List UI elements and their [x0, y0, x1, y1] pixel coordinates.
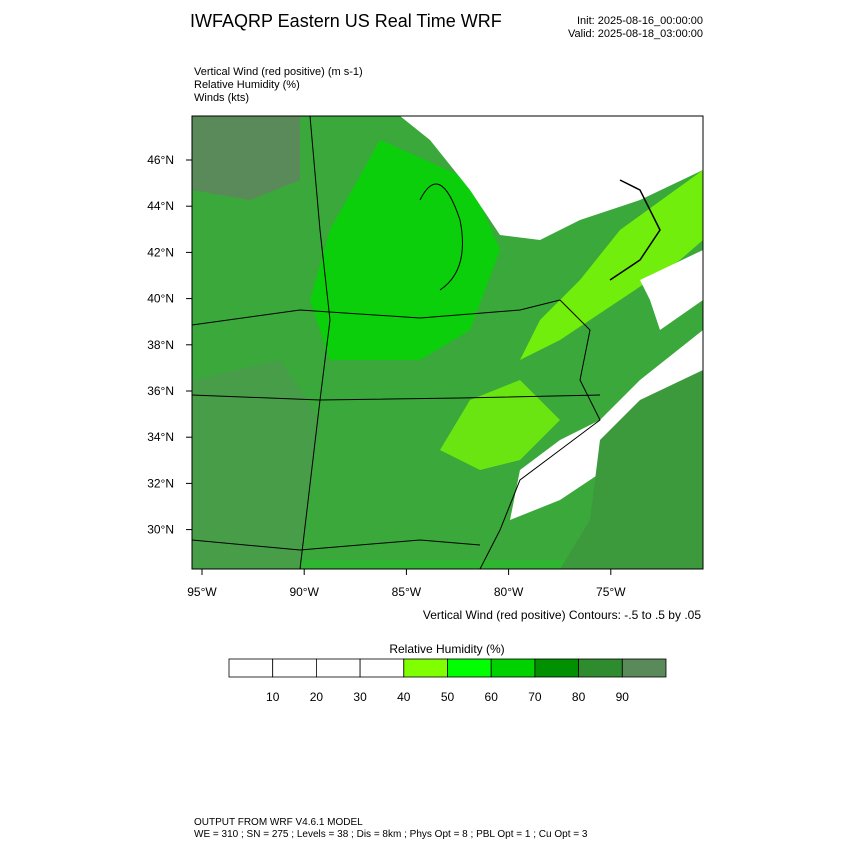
colorbar-label: 30 — [353, 690, 367, 704]
lat-label: 34°N — [147, 430, 174, 444]
colorbar-box — [578, 658, 623, 678]
valid-time: Valid: 2025-08-18_03:00:00 — [568, 28, 703, 40]
colorbar-label: 10 — [266, 690, 280, 704]
colorbar-box — [315, 658, 361, 678]
colorbar-title: Relative Humidity (%) — [389, 642, 504, 656]
colorbar-box — [403, 658, 448, 678]
colorbar-label: 80 — [572, 690, 586, 704]
lat-label: 42°N — [147, 245, 174, 259]
field-label: Vertical Wind (red positive) (m s-1) — [194, 66, 363, 78]
lon-label: 95°W — [187, 585, 217, 599]
colorbar-label: 90 — [616, 690, 630, 704]
lat-label: 36°N — [147, 384, 174, 398]
colorbar-box — [228, 658, 274, 678]
field-label: Winds (kts) — [194, 92, 249, 104]
colorbar-box — [447, 658, 492, 678]
colorbar: 10 20 30 40 50 60 70 80 90 — [228, 658, 667, 704]
lat-label: 30°N — [147, 523, 174, 537]
colorbar-box — [359, 658, 405, 678]
lat-label: 32°N — [147, 476, 174, 490]
title: IWFAQRP Eastern US Real Time WRF — [190, 11, 502, 31]
colorbar-box — [490, 658, 536, 678]
colorbar-label: 50 — [441, 690, 455, 704]
lat-label: 38°N — [147, 338, 174, 352]
footer-line: WE = 310 ; SN = 275 ; Levels = 38 ; Dis … — [194, 829, 588, 840]
contour-note: Vertical Wind (red positive) Contours: -… — [423, 608, 701, 622]
colorbar-box — [621, 658, 667, 678]
map — [192, 116, 703, 569]
lon-axis: 95°W 90°W 85°W 80°W 75°W — [187, 569, 626, 599]
footer-line: OUTPUT FROM WRF V4.6.1 MODEL — [194, 817, 363, 828]
lat-label: 46°N — [147, 153, 174, 167]
field-label: Relative Humidity (%) — [194, 79, 300, 91]
colorbar-label: 70 — [528, 690, 542, 704]
colorbar-label: 60 — [485, 690, 499, 704]
map-frame — [191, 115, 704, 570]
lat-label: 40°N — [147, 292, 174, 306]
lon-label: 75°W — [596, 585, 626, 599]
colorbar-label: 20 — [310, 690, 324, 704]
lon-label: 85°W — [392, 585, 422, 599]
lat-label: 44°N — [147, 199, 174, 213]
lon-label: 90°W — [289, 585, 319, 599]
init-time: Init: 2025-08-16_00:00:00 — [577, 15, 703, 27]
lat-axis: 46°N 44°N 42°N 40°N 38°N 36°N 34°N 32°N 30°N — [147, 153, 192, 537]
colorbar-box — [534, 658, 580, 678]
colorbar-label: 40 — [397, 690, 411, 704]
lon-label: 80°W — [494, 585, 524, 599]
colorbar-box — [272, 658, 317, 678]
